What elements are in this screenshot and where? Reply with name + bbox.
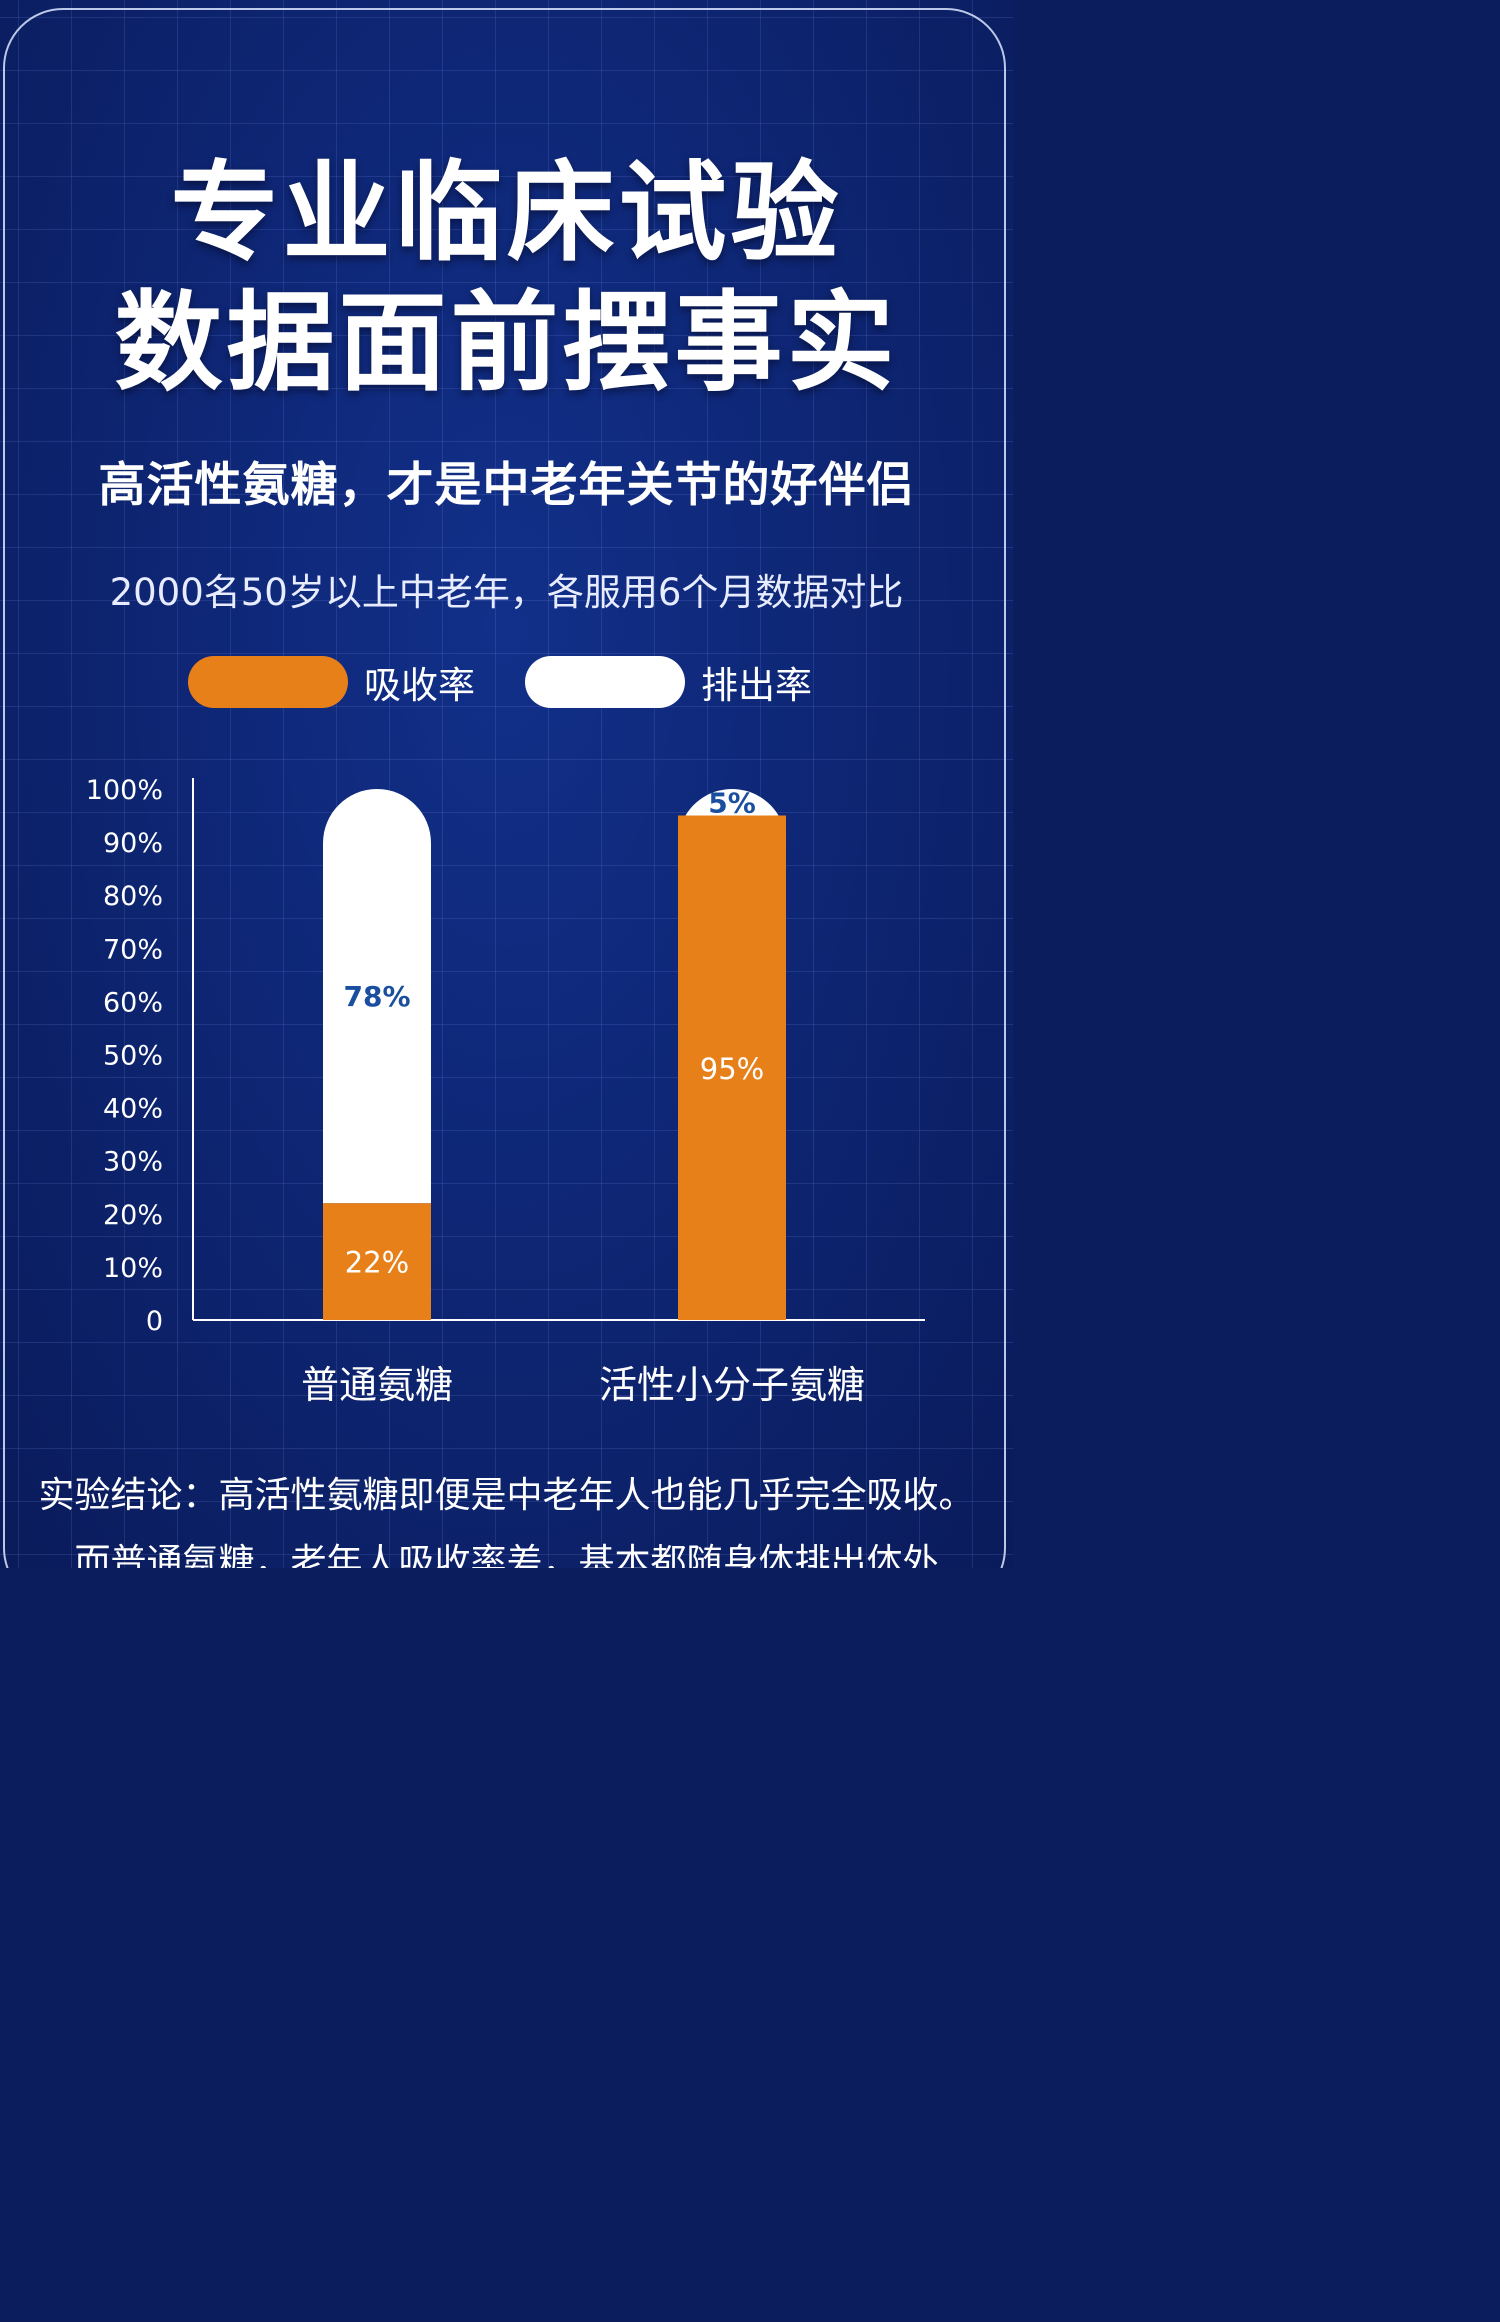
y-tick-label: 30%: [103, 1147, 163, 1178]
poster: 专业临床试验 数据面前摆事实 高活性氨糖，才是中老年关节的好伴侣 2000名50…: [0, 0, 1013, 1568]
conclusion-line-2: 而普通氨糖，老年人吸收率差，基本都随身体排出体外: [74, 1542, 939, 1568]
legend-item-absorption: 吸收率: [188, 656, 475, 708]
data-label: 95%: [700, 1052, 764, 1086]
legend-label-absorption: 吸收率: [364, 664, 475, 707]
legend-swatch-excretion: [525, 656, 685, 708]
bar-segment: [685, 788, 779, 816]
conclusion-line-1: 实验结论：高活性氨糖即便是中老年人也能几乎完全吸收。: [38, 1475, 975, 1516]
y-tick-label: 100%: [86, 775, 163, 806]
bar-segment: [323, 789, 431, 1204]
bar-segment: [678, 815, 786, 1320]
legend-label-excretion: 排出率: [701, 664, 812, 707]
subtitle: 高活性氨糖，才是中老年关节的好伴侣: [98, 458, 915, 513]
title-line-1: 专业临床试验: [170, 151, 843, 276]
bar-segment: [323, 1203, 431, 1320]
y-tick-label: 40%: [103, 1094, 163, 1125]
y-tick-label: 90%: [103, 828, 163, 859]
data-label: 5%: [708, 786, 756, 819]
x-category-label: 普通氨糖: [301, 1363, 453, 1407]
title-line-2: 数据面前摆事实: [114, 281, 899, 406]
legend-swatch-absorption: [188, 656, 348, 708]
data-label: 22%: [345, 1246, 409, 1280]
y-tick-label: 80%: [103, 881, 163, 912]
y-tick-label: 60%: [103, 987, 163, 1018]
x-category-label: 活性小分子氨糖: [599, 1363, 865, 1407]
stacked-bar-chart: 0 10% 20% 30% 40% 50% 60% 70% 80% 90% 100% 22% 78% 普通…: [86, 775, 925, 1407]
y-tick-label: 0: [146, 1306, 163, 1337]
legend-item-excretion: 排出率: [525, 656, 812, 708]
y-tick-label: 70%: [103, 934, 163, 965]
data-label: 78%: [343, 980, 410, 1013]
chart-caption: 2000名50岁以上中老年，各服用6个月数据对比: [109, 571, 904, 614]
y-tick-label: 50%: [103, 1041, 163, 1072]
poster-frame: [3, 8, 1006, 1568]
y-tick-label: 20%: [103, 1200, 163, 1231]
y-tick-label: 10%: [103, 1253, 163, 1284]
